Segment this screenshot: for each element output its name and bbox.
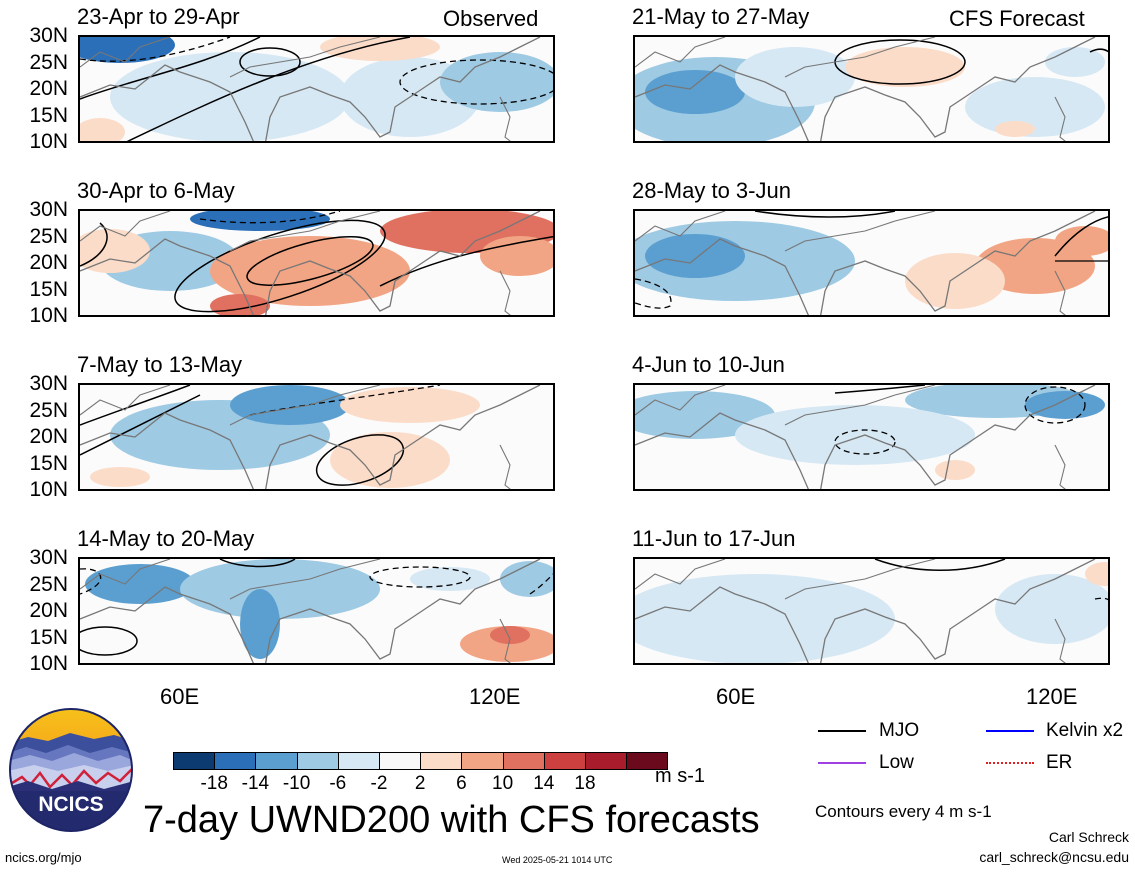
colorbar-tick-label: 14	[533, 773, 555, 794]
lon-label-120e-left: 120E	[469, 684, 521, 709]
panel-title-5: 7-May to 13-May	[77, 352, 243, 377]
colorbar-swatch	[214, 752, 257, 770]
lat-label: 20N	[29, 599, 68, 622]
colorbar-swatch	[255, 752, 298, 770]
wind-anomaly-map	[635, 37, 1108, 141]
colorbar-tick-label: -6	[329, 773, 347, 794]
wind-anomaly-map	[80, 559, 553, 663]
lon-label-60e-left: 60E	[160, 684, 200, 709]
lat-label: 30N	[29, 372, 68, 395]
legend-kelvin-label: Kelvin x2	[1046, 720, 1124, 741]
lon-label-60e-right: 60E	[716, 684, 756, 709]
colorbar-unit: m s-1	[655, 765, 705, 787]
panel-title-1: 23-Apr to 29-Apr	[77, 4, 240, 29]
footer-timestamp: Wed 2025-05-21 1014 UTC	[502, 855, 613, 865]
colorbar-tick-label: 10	[492, 773, 514, 794]
panel-title-3: 30-Apr to 6-May	[77, 178, 235, 203]
legend-mjo-line	[818, 730, 866, 732]
footer-author: Carl Schreck	[1048, 829, 1129, 845]
colorbar-swatch	[173, 752, 216, 770]
logo-text: NCICS	[38, 793, 103, 816]
lat-label: 20N	[29, 77, 68, 100]
panel-title-2: 21-May to 27-May	[632, 4, 810, 29]
panel-title-7: 14-May to 20-May	[77, 526, 255, 551]
lat-label: 15N	[29, 103, 68, 127]
map-panel-7	[78, 557, 555, 665]
lat-label: 20N	[29, 425, 68, 448]
colorbar-swatch	[296, 752, 339, 770]
wind-anomaly-map	[80, 211, 553, 315]
wind-anomaly-map	[635, 385, 1105, 489]
lat-label: 30N	[29, 198, 68, 221]
footer-url: ncics.org/mjo	[5, 850, 82, 865]
panel-title-4: 28-May to 3-Jun	[632, 178, 791, 203]
lat-label: 20N	[29, 251, 68, 274]
panel-tag-2: CFS Forecast	[949, 6, 1085, 31]
lat-label: 15N	[29, 625, 68, 649]
colorbar-swatch	[461, 752, 504, 770]
colorbar-tick-label: -2	[370, 773, 388, 794]
legend-low-label: Low	[879, 752, 914, 773]
map-panel-8	[633, 557, 1110, 665]
colorbar-tick-label: -14	[241, 773, 270, 794]
lon-label-120e-right: 120E	[1026, 684, 1078, 709]
lat-label: 30N	[29, 546, 68, 569]
lat-label: 25N	[29, 398, 68, 422]
map-panel-2	[633, 35, 1110, 143]
map-panel-1	[78, 35, 555, 143]
contour-note: Contours every 4 m s-1	[815, 802, 992, 821]
legend-mjo-label: MJO	[879, 720, 920, 741]
colorbar-tick-label: 2	[414, 773, 426, 794]
legend-low-line	[818, 762, 866, 764]
lat-label: 15N	[29, 451, 68, 475]
wind-anomaly-map	[80, 37, 553, 141]
legend-er-line	[986, 762, 1034, 764]
colorbar-swatch	[337, 752, 380, 770]
map-panel-5	[78, 383, 555, 491]
wind-anomaly-map	[635, 559, 1108, 663]
colorbar-swatch	[585, 752, 628, 770]
lat-label: 10N	[29, 130, 68, 153]
map-panel-3	[78, 209, 555, 317]
panel-title-8: 11-Jun to 17-Jun	[632, 526, 796, 551]
legend-er-label: ER	[1046, 752, 1073, 773]
colorbar-tick-label: -18	[200, 773, 228, 794]
lat-label: 10N	[29, 304, 68, 327]
lat-label: 10N	[29, 478, 68, 501]
colorbar-tick-label: 18	[574, 773, 596, 794]
colorbar-tick-label: -10	[282, 773, 311, 794]
map-panel-6	[633, 383, 1110, 491]
ncics-logo: NCICS	[9, 708, 133, 832]
lat-label: 15N	[29, 277, 68, 301]
panel-title-6: 4-Jun to 10-Jun	[632, 352, 785, 377]
lat-label: 25N	[29, 224, 68, 248]
lat-label: 25N	[29, 572, 68, 596]
legend-kelvin-line	[986, 730, 1034, 732]
main-title: 7-day UWND200 with CFS forecasts	[143, 799, 760, 841]
wind-anomaly-map	[80, 385, 541, 489]
colorbar-swatch	[379, 752, 422, 770]
wind-anomaly-map	[635, 211, 1108, 315]
panel-tag-1: Observed	[443, 6, 539, 31]
lat-label: 10N	[29, 652, 68, 675]
colorbar-swatch	[502, 752, 545, 770]
footer-email: carl_schreck@ncsu.edu	[979, 849, 1129, 865]
colorbar-swatch	[420, 752, 463, 770]
lat-label: 30N	[29, 24, 68, 47]
colorbar-swatch	[626, 752, 669, 770]
lat-label: 25N	[29, 50, 68, 74]
colorbar-swatch	[543, 752, 586, 770]
map-panel-4	[633, 209, 1110, 317]
colorbar-tick-label: 6	[456, 773, 467, 794]
